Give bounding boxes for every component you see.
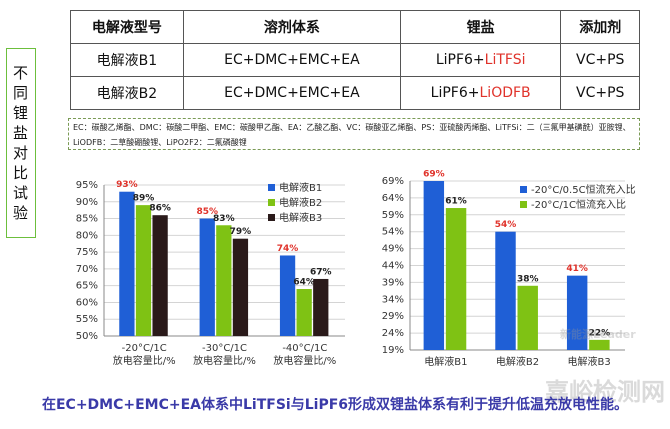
y-tick-label: 75% <box>76 247 98 258</box>
cell: VC+PS <box>560 76 640 110</box>
bar <box>566 275 588 350</box>
y-tick-label: 60% <box>76 297 98 308</box>
value-label: 54% <box>495 220 517 230</box>
value-label: 79% <box>230 227 252 237</box>
value-label: 93% <box>116 180 138 190</box>
y-tick-label: 19% <box>382 345 404 356</box>
charts: 50%55%60%65%70%75%80%85%90%95%-20°C/1C放电… <box>76 170 636 369</box>
y-tick-label: 50% <box>76 331 98 342</box>
bar <box>589 339 610 350</box>
note: EC：碳酸乙烯酯、DMC：碳酸二甲酯、EMC：碳酸甲乙酯、EA：乙酸乙酯、VC：… <box>68 118 640 150</box>
cell-text: LiPF6+ <box>435 52 485 68</box>
legend-swatch <box>520 186 527 193</box>
bar <box>313 278 329 336</box>
bar <box>216 225 232 336</box>
cell-text: LiPF6+ <box>430 85 480 101</box>
value-label: 85% <box>196 207 218 217</box>
value-label: 22% <box>589 328 611 338</box>
x-tick-label: 电解液B2 <box>496 355 539 368</box>
table: 电解液型号 溶剂体系 锂盐 添加剂 电解液B1 EC+DMC+EMC+EA LiPF6+Li… <box>70 10 640 110</box>
cell: 电解液B2 <box>70 76 184 110</box>
table-header: 电解液型号 溶剂体系 锂盐 添加剂 <box>70 10 640 44</box>
y-tick-label: 69% <box>382 176 404 187</box>
y-tick-label: 29% <box>382 311 404 322</box>
watermark: 嘉峪检测网 <box>545 378 665 406</box>
caption: 在EC+DMC+EMC+EA体系中LiTFSi与LiPF6形成双锂盐体系有利于提… <box>41 397 629 413</box>
cell: EC+DMC+EMC+EA <box>182 76 401 110</box>
legend-swatch <box>268 184 275 191</box>
cell: LiPF6+LiTFSi <box>399 43 562 77</box>
y-tick-label: 70% <box>76 264 98 275</box>
y-tick-label: 80% <box>76 230 98 241</box>
y-tick-label: 54% <box>382 227 404 238</box>
x-tick-label: -40°C/1C <box>282 343 327 354</box>
x-axis-label: 放电容量比/% <box>113 354 176 367</box>
y-tick-label: 44% <box>382 261 404 272</box>
y-tick-label: 85% <box>76 214 98 225</box>
legend-label: 电解液B2 <box>279 196 322 209</box>
bar <box>135 205 152 336</box>
value-label: 83% <box>213 214 235 224</box>
bar <box>152 215 168 336</box>
value-label: 41% <box>566 264 588 274</box>
cell: 电解液B1 <box>70 43 184 77</box>
bar <box>199 218 215 336</box>
cell: EC+DMC+EMC+EA <box>182 43 401 77</box>
bar <box>119 191 135 336</box>
value-label: 69% <box>423 170 445 180</box>
legend-label: -20°C/0.5C恒流充入比 <box>531 183 636 196</box>
y-tick-label: 95% <box>76 180 98 191</box>
bar <box>423 181 445 350</box>
table-row: 电解液B1 EC+DMC+EMC+EA LiPF6+LiTFSi VC+PS <box>70 43 640 77</box>
legend-label: -20°C/1C恒流充入比 <box>531 198 626 211</box>
bar <box>517 285 538 350</box>
value-label: 61% <box>445 197 467 207</box>
x-tick-label: 电解液B1 <box>424 355 467 368</box>
value-label: 67% <box>310 267 332 277</box>
y-tick-label: 59% <box>382 210 404 221</box>
cell-highlight: LiODFB <box>479 85 531 101</box>
legend-swatch <box>268 199 275 206</box>
header-cell: 溶剂体系 <box>182 10 401 44</box>
y-tick-label: 55% <box>76 314 98 325</box>
value-label: 86% <box>149 204 171 214</box>
value-label: 64% <box>293 278 315 288</box>
y-tick-label: 34% <box>382 294 404 305</box>
cell-highlight: LiTFSi <box>484 52 526 68</box>
legend-label: 电解液B3 <box>279 211 322 224</box>
y-tick-label: 64% <box>382 193 404 204</box>
header-cell: 锂盐 <box>399 10 562 44</box>
y-tick-label: 65% <box>76 281 98 292</box>
y-tick-label: 39% <box>382 277 404 288</box>
cell: LiPF6+LiODFB <box>399 76 562 110</box>
value-label: 89% <box>133 194 155 204</box>
x-axis-label: 放电容量比/% <box>273 354 336 367</box>
y-tick-label: 49% <box>382 244 404 255</box>
legend-label: 电解液B1 <box>279 181 322 194</box>
x-tick-label: 电解液B3 <box>568 355 611 368</box>
bar <box>445 208 467 350</box>
watermark: 新能源Leader <box>560 328 636 341</box>
header-cell: 电解液型号 <box>70 10 184 44</box>
bar <box>279 255 296 336</box>
x-tick-label: -20°C/1C <box>122 343 167 354</box>
x-tick-label: -30°C/1C <box>202 343 247 354</box>
value-label: 74% <box>277 244 299 254</box>
value-label: 38% <box>517 274 539 284</box>
legend-swatch <box>268 214 275 221</box>
bar <box>232 238 249 336</box>
bar <box>495 231 516 350</box>
bar <box>296 289 312 336</box>
side-label: 不同锂盐对比试验 <box>6 48 36 238</box>
legend-swatch <box>520 201 527 208</box>
table-row: 电解液B2 EC+DMC+EMC+EA LiPF6+LiODFB VC+PS <box>70 76 640 110</box>
y-tick-label: 24% <box>382 328 404 339</box>
y-tick-label: 90% <box>76 197 98 208</box>
x-axis-label: 放电容量比/% <box>193 354 256 367</box>
